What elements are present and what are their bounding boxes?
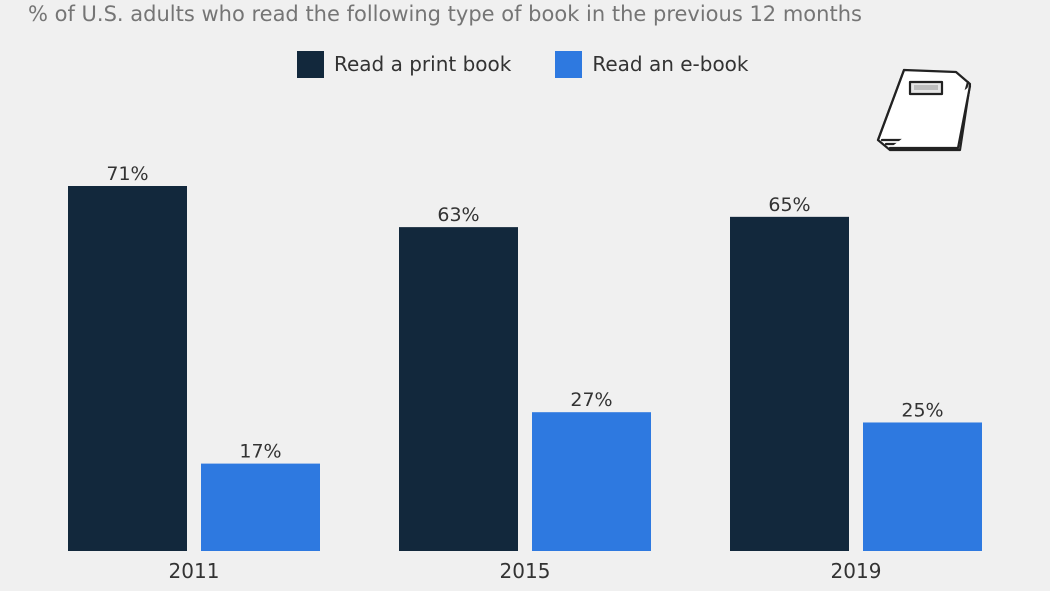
legend-swatch-print	[297, 50, 324, 78]
bar-print-2011	[68, 186, 187, 551]
data-label-print-2015: 63%	[437, 204, 479, 226]
legend-swatch-ebook	[555, 50, 583, 78]
bar-ebook-2019	[863, 422, 982, 551]
legend-item-print: Read a print book	[297, 50, 512, 78]
data-label-print-2011: 71%	[106, 163, 148, 185]
book-icon	[876, 68, 972, 152]
legend-label-ebook: Read an e-book	[592, 52, 749, 76]
bar-ebook-2011	[201, 463, 320, 551]
bar-ebook-2015	[532, 412, 651, 551]
chart-legend: Read a print book Read an e-book	[297, 50, 793, 78]
bar-print-2019	[730, 216, 849, 551]
x-tick-label-2015: 2015	[500, 559, 551, 583]
data-label-ebook-2015: 27%	[570, 389, 612, 411]
legend-label-print: Read a print book	[334, 52, 512, 76]
legend-item-ebook: Read an e-book	[555, 50, 749, 78]
x-tick-label-2011: 2011	[169, 559, 220, 583]
bar-print-2015	[399, 227, 518, 551]
chart-subtitle: % of U.S. adults who read the following …	[28, 2, 862, 26]
data-label-print-2019: 65%	[768, 194, 810, 216]
data-label-ebook-2011: 17%	[239, 441, 281, 463]
data-label-ebook-2019: 25%	[901, 399, 943, 421]
x-tick-label-2019: 2019	[831, 559, 882, 583]
